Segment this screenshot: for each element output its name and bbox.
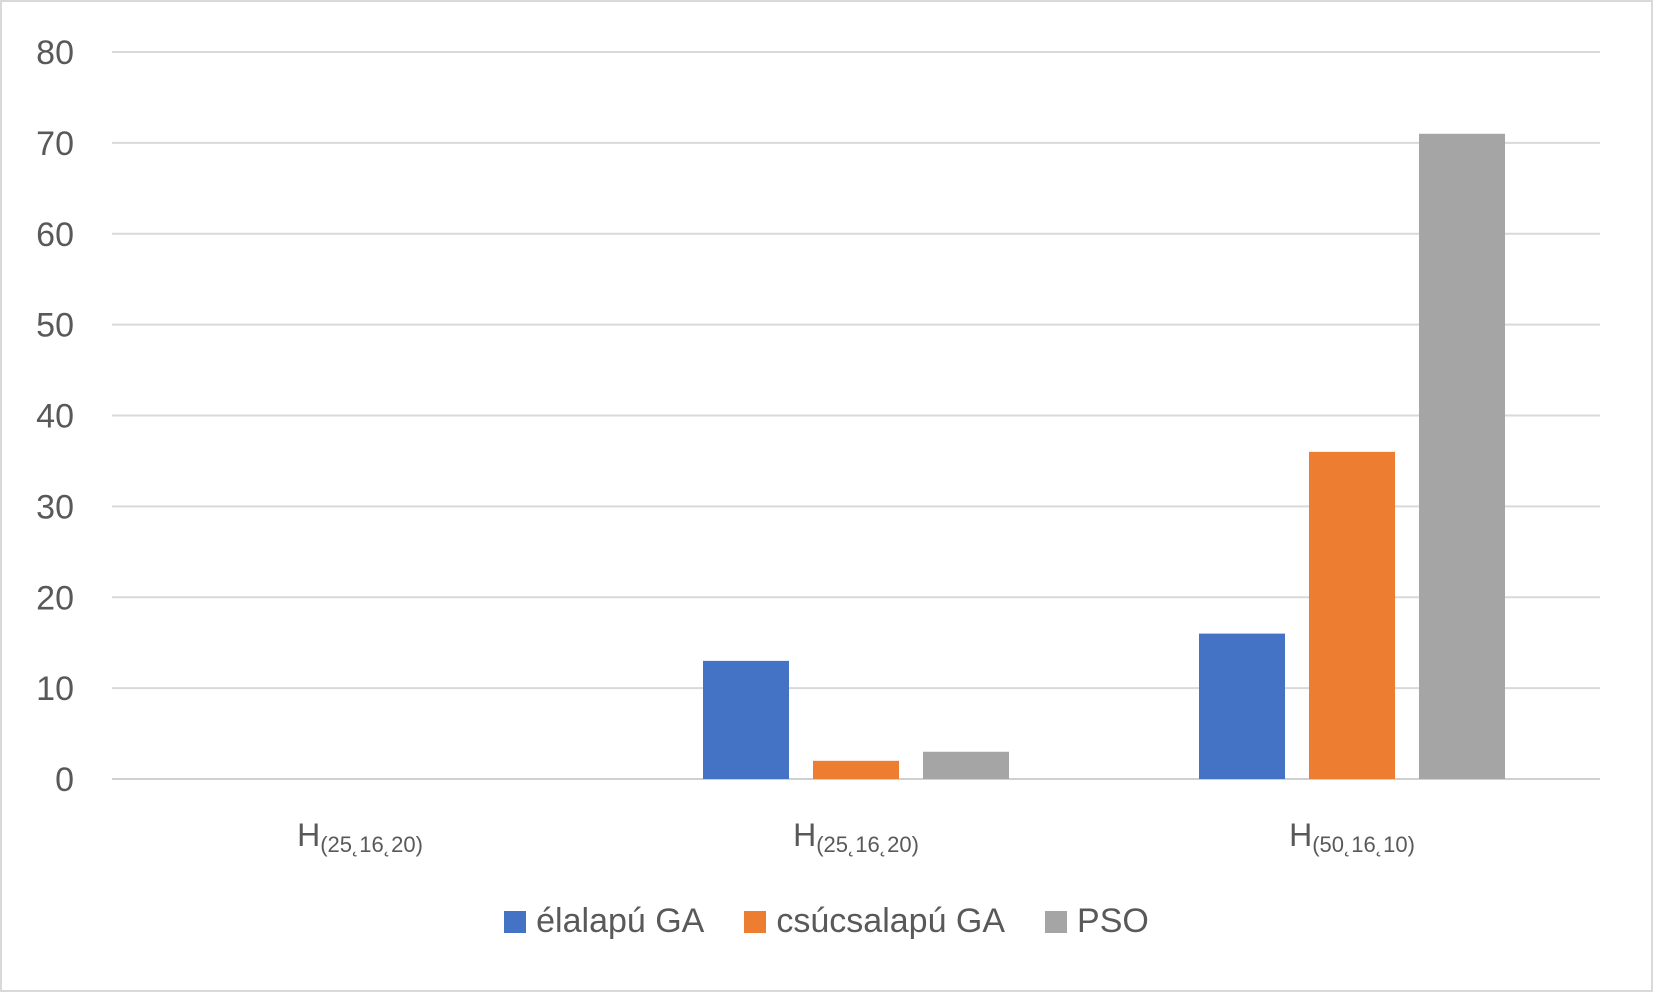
y-tick-label: 50 (36, 307, 74, 345)
bar (1419, 133, 1505, 780)
bar (1199, 633, 1285, 779)
y-tick-label: 70 (36, 125, 74, 163)
legend-item: csúcsalapú GA (744, 902, 1005, 941)
legend-swatch (1045, 910, 1068, 933)
y-axis-ticks: 0 10 20 30 40 50 60 70 80 (36, 34, 74, 799)
gridlines (112, 51, 1600, 780)
y-tick-label: 20 (36, 579, 74, 617)
bar (703, 660, 789, 779)
legend: élalapú GA csúcsalapú GA PSO (2, 902, 1651, 941)
y-tick-label: 10 (36, 670, 74, 708)
bar (923, 751, 1009, 779)
legend-label: élalapú GA (536, 902, 705, 940)
x-tick-label: H(25˛16˛20) (297, 817, 423, 857)
x-tick-label: H(50˛16˛10) (1289, 817, 1415, 857)
y-tick-label: 0 (55, 761, 74, 799)
x-axis-ticks: H(25˛16˛20) H(25˛16˛20) H(50˛16˛10) (297, 817, 1415, 857)
legend-label: PSO (1077, 902, 1149, 940)
bar (813, 760, 899, 779)
legend-swatch (504, 910, 527, 933)
x-tick-label: H(25˛16˛20) (793, 817, 919, 857)
legend-swatch (744, 910, 767, 933)
y-tick-label: 60 (36, 216, 74, 254)
y-tick-label: 30 (36, 488, 74, 526)
legend-label: csúcsalapú GA (776, 902, 1006, 940)
y-tick-label: 40 (36, 398, 74, 436)
y-tick-label: 80 (36, 34, 74, 72)
bars (703, 133, 1505, 780)
bar (1309, 451, 1395, 779)
legend-item: PSO (1045, 902, 1149, 941)
legend-item: élalapú GA (504, 902, 704, 941)
